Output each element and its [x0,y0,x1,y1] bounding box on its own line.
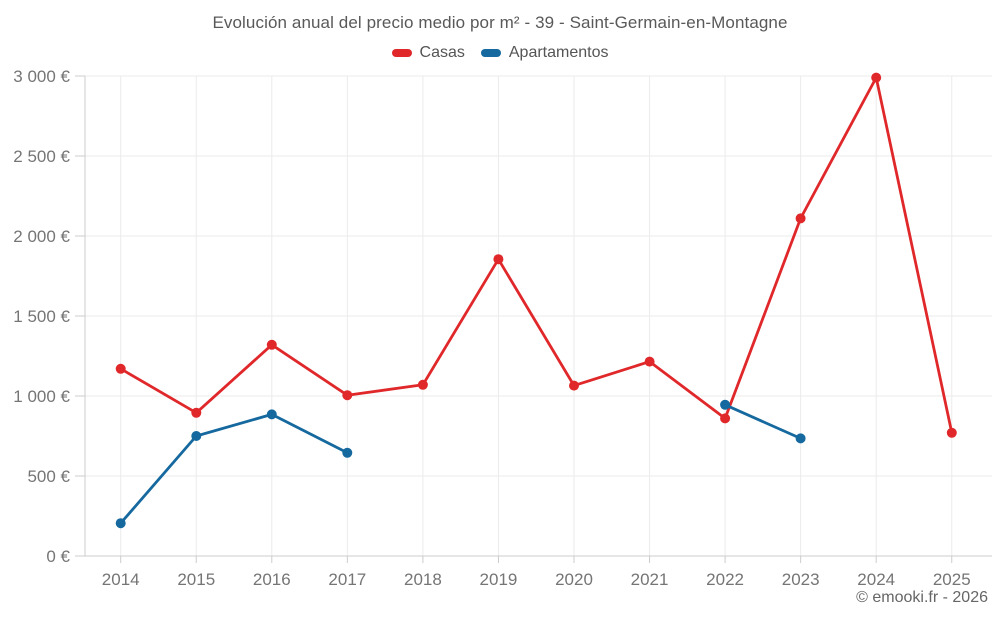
svg-text:3 000 €: 3 000 € [13,67,70,86]
svg-text:2015: 2015 [177,570,215,589]
svg-text:2 000 €: 2 000 € [13,227,70,246]
legend-label-apartamentos: Apartamentos [508,44,609,61]
svg-text:0 €: 0 € [46,547,70,566]
svg-text:2014: 2014 [102,570,140,589]
svg-text:2022: 2022 [706,570,744,589]
svg-text:2020: 2020 [555,570,593,589]
chart-legend: Casas Apartamentos [0,44,1000,62]
legend-item-casas[interactable]: Casas [391,44,465,62]
legend-item-apartamentos[interactable]: Apartamentos [480,44,609,62]
svg-text:2019: 2019 [480,570,518,589]
svg-text:2025: 2025 [933,570,971,589]
chart-title: Evolución anual del precio medio por m² … [212,13,788,32]
apartamentos-color-swatch [480,49,501,57]
svg-text:1 000 €: 1 000 € [13,387,70,406]
svg-text:2018: 2018 [404,570,442,589]
svg-text:500 €: 500 € [27,467,70,486]
svg-text:2 500 €: 2 500 € [13,147,70,166]
copyright-credit: © emooki.fr - 2026 [856,589,988,606]
svg-text:2024: 2024 [857,570,895,589]
legend-label-casas: Casas [419,44,465,61]
svg-text:2023: 2023 [782,570,820,589]
svg-text:1 500 €: 1 500 € [13,307,70,326]
svg-text:2021: 2021 [631,570,669,589]
svg-text:2017: 2017 [328,570,366,589]
svg-text:2016: 2016 [253,570,291,589]
casas-color-swatch [391,49,412,57]
